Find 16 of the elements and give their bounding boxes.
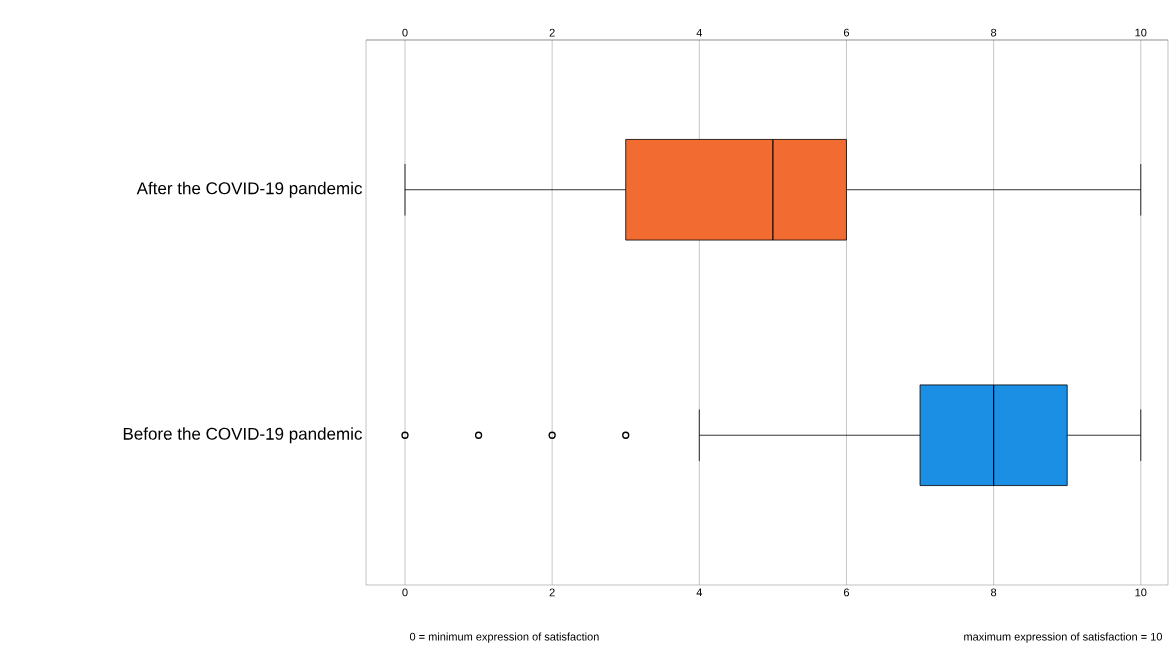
x-tick-label: 2 [549,588,555,597]
text: 0 = minimum expression of satisfaction [409,632,599,643]
x2-tick-label: 6 [843,28,850,37]
x-tick-label: 0 [402,588,408,597]
x2-tick-label: 8 [991,28,997,37]
x2-tick-label: 10 [1135,28,1147,37]
x2-tick-label: 0 [402,28,408,37]
x-tick-label: 10 [1135,588,1147,597]
text: maximum expression of satisfaction = 10 [964,632,1162,643]
x-tick-label: 4 [696,588,703,597]
y-tick-label: Before the COVID-19 pandemic [123,427,362,444]
y-tick-label: After the COVID-19 pandemic [136,181,362,198]
x2-tick-label: 4 [696,28,703,37]
x-tick-label: 6 [843,588,850,597]
x-tick-label: 8 [991,588,997,597]
x2-tick-label: 2 [549,28,555,37]
